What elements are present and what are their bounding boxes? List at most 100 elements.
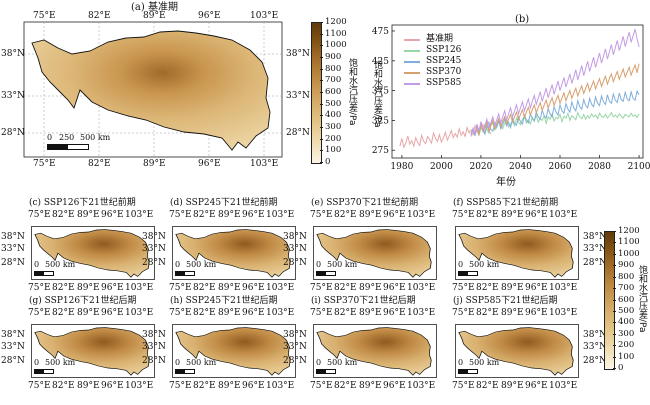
- small-map-lon-top: 96°E: [242, 210, 265, 220]
- colorbar-tick: [320, 150, 323, 152]
- small-map-lon-top: 103°E: [549, 308, 578, 318]
- small-map-lon-bottom: 75°E: [28, 283, 51, 293]
- small-map-lon-top: 89°E: [218, 308, 241, 318]
- small-map-lat-left: 33°N: [1, 244, 25, 254]
- small-map-lon-bottom: 103°E: [407, 381, 436, 391]
- small-map-lon-top: 103°E: [266, 210, 295, 220]
- small-map-lon-top: 75°E: [310, 210, 333, 220]
- small-map-scale-500: 500 km: [186, 260, 217, 269]
- small-map: [172, 324, 296, 378]
- map-a-lon-top-3: 96°E: [198, 11, 221, 21]
- map-a-lon-bottom-0: 75°E: [33, 159, 56, 169]
- plateau-shape: [175, 229, 291, 278]
- x-tick-label: 2020: [469, 162, 492, 172]
- map-a-lon-bottom-4: 103°E: [250, 159, 279, 169]
- colorbar-tick: [320, 80, 323, 82]
- colorbar-tick-label: 600: [325, 87, 342, 97]
- colorbar-tick: [613, 356, 616, 358]
- colorbar-tick-label: 400: [325, 110, 342, 121]
- small-map-lon-top: 82°E: [476, 210, 499, 220]
- map-a-scale-500: 500 km: [80, 133, 111, 142]
- colorbar-tick-label: 800: [325, 63, 342, 74]
- colorbar-tick-label: 300: [325, 122, 342, 132]
- small-map-lat-left: 28°N: [142, 356, 166, 366]
- small-map-lon-top: 89°E: [359, 308, 382, 318]
- small-map-lon-bottom: 75°E: [452, 283, 475, 293]
- map-a-scale-0: 0: [47, 133, 53, 142]
- small-map-scale-500: 500 km: [469, 260, 500, 269]
- small-map-lon-bottom: 96°E: [242, 283, 265, 293]
- chart-b-legend: 基准期 SSP126 SSP245 SSP370 SSP585: [402, 34, 482, 89]
- small-map-lat-right: 38°N: [583, 232, 607, 242]
- colorbar-tick: [613, 345, 616, 347]
- small-map-lat-right: 28°N: [583, 258, 607, 268]
- colorbar-tick: [320, 68, 323, 70]
- small-map-frame: [31, 226, 155, 280]
- map-a-lat-right-2: 28°N: [286, 128, 310, 138]
- colorbar-tick: [320, 103, 323, 105]
- small-map-scale-0: 0: [316, 358, 322, 367]
- legend-item: SSP585: [402, 78, 482, 89]
- colorbar-tick: [320, 33, 323, 35]
- small-map-lat-left: 28°N: [283, 356, 307, 366]
- x-tick-label: 2080: [588, 162, 611, 172]
- small-map-title: (i) SSP370下21世纪后期: [311, 296, 416, 306]
- small-map-title: (f) SSP585下21世纪前期: [453, 198, 559, 208]
- colorbar-tick-label: 1200: [618, 226, 640, 236]
- colorbar-tick-label: 500: [325, 98, 342, 109]
- map-a-lon-top-2: 89°E: [143, 11, 166, 21]
- small-map-lat-left: 38°N: [142, 232, 166, 242]
- small-map-lon-bottom: 82°E: [193, 381, 216, 391]
- map-a-lon-bottom-3: 96°E: [198, 159, 221, 169]
- colorbar-tick: [613, 333, 616, 335]
- colorbar-tick: [613, 322, 616, 324]
- legend-item: 基准期: [402, 34, 482, 45]
- small-map-scale-0: 0: [175, 260, 181, 269]
- colorbar-bottom-label: 饱和水汽压差/Pa: [637, 265, 647, 333]
- map-a-lon-top-1: 82°E: [88, 11, 111, 21]
- small-map-lat-right: 38°N: [583, 330, 607, 340]
- small-map-title: (g) SSP126下21世纪后期: [29, 296, 137, 306]
- colorbar-tick-label: 900: [325, 52, 342, 62]
- small-map-lon-top: 89°E: [501, 308, 524, 318]
- legend-label: 基准期: [426, 34, 454, 44]
- small-map-lon-top: 82°E: [52, 210, 75, 220]
- small-map-lon-top: 75°E: [452, 210, 475, 220]
- small-map-lon-top: 89°E: [77, 308, 100, 318]
- small-map-title: (c) SSP126下21世纪前期: [29, 198, 136, 208]
- plateau-shape: [316, 229, 432, 278]
- map-a-lon-top-0: 75°E: [33, 11, 56, 21]
- small-map-scale-500: 500 km: [45, 260, 76, 269]
- x-tick-label: 2000: [430, 162, 453, 172]
- colorbar-tick-label: 1000: [618, 248, 640, 259]
- legend-label: SSP370: [426, 67, 462, 77]
- small-map-lon-top: 82°E: [193, 210, 216, 220]
- series-line-SSP585: [470, 29, 640, 137]
- colorbar-tick-label: 200: [618, 340, 635, 351]
- colorbar-tick: [320, 138, 323, 140]
- small-map-lon-bottom: 103°E: [549, 283, 578, 293]
- x-tick-label: 2040: [509, 162, 532, 172]
- small-map-title: (h) SSP245下21世纪后期: [170, 296, 278, 306]
- small-map-lon-top: 82°E: [476, 308, 499, 318]
- small-map: [31, 324, 155, 378]
- colorbar-top-label: 饱和水汽压差/Pa: [347, 58, 357, 126]
- small-map: [313, 324, 437, 378]
- colorbar-tick: [613, 299, 616, 301]
- small-map: [31, 226, 155, 280]
- small-map: [455, 324, 579, 378]
- small-map-lon-bottom: 82°E: [476, 381, 499, 391]
- colorbar-tick: [320, 92, 323, 93]
- small-map-lon-bottom: 89°E: [501, 381, 524, 391]
- small-map-lon-top: 96°E: [383, 210, 406, 220]
- colorbar-tick-label: 1000: [325, 40, 347, 51]
- small-map-lon-bottom: 96°E: [101, 381, 124, 391]
- small-map-lon-bottom: 82°E: [334, 381, 357, 391]
- small-map-scale-0: 0: [458, 358, 464, 367]
- small-map-lon-bottom: 103°E: [266, 381, 295, 391]
- small-map-lon-top: 75°E: [28, 308, 51, 318]
- small-map-scale-500: 500 km: [327, 260, 358, 269]
- legend-swatch: [404, 61, 420, 63]
- small-map-scale-bar: [458, 271, 478, 276]
